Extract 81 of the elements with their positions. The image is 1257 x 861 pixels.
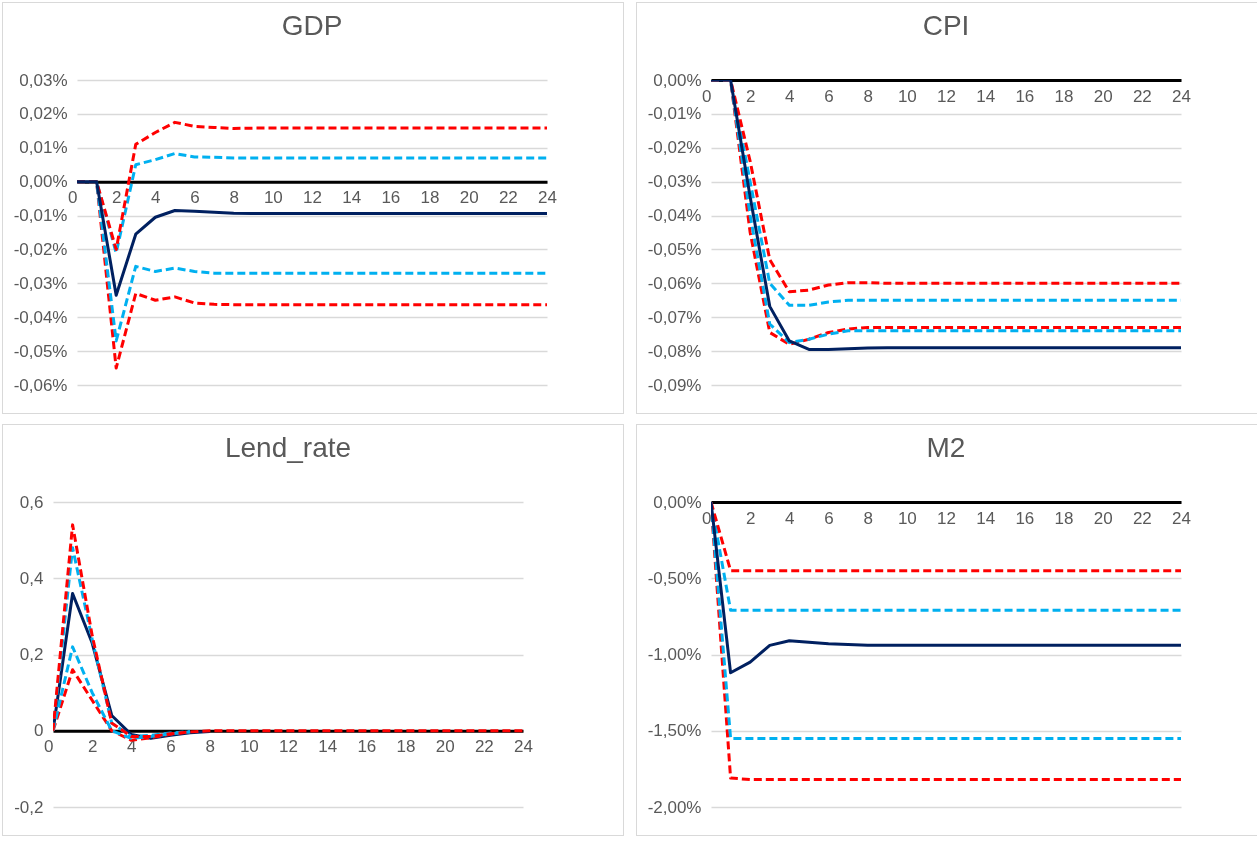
x-tick-label: 10: [897, 508, 917, 528]
y-tick-label: -0,2: [14, 797, 44, 817]
y-tick-label: -0,05%: [13, 341, 68, 361]
x-tick-label: 6: [166, 737, 176, 757]
x-tick-label: 12: [937, 508, 956, 528]
x-tick-label: 4: [785, 86, 795, 106]
x-tick-label: 20: [1093, 86, 1113, 106]
x-tick-label: 8: [863, 86, 873, 106]
y-tick-label: -0,08%: [647, 341, 702, 361]
x-tick-label: 14: [976, 86, 996, 106]
y-tick-label: 0,02%: [19, 104, 68, 124]
x-tick-label: 16: [357, 737, 377, 757]
x-tick-label: 16: [1015, 86, 1035, 106]
x-tick-label: 6: [824, 508, 834, 528]
y-tick-label: 0,00%: [653, 70, 702, 90]
x-tick-label: 18: [1054, 508, 1074, 528]
x-tick-label: 8: [863, 508, 873, 528]
x-tick-label: 2: [87, 737, 98, 757]
y-tick-label: -0,03%: [647, 172, 702, 192]
y-tick-label: -0,50%: [647, 568, 702, 588]
chart-title: Lend_rate: [224, 432, 352, 463]
x-tick-label: 24: [1172, 508, 1191, 528]
y-tick-label: 0: [34, 721, 44, 741]
x-tick-label: 20: [459, 188, 479, 208]
y-tick-label: 0,00%: [653, 492, 702, 512]
y-tick-label: 0,6: [19, 492, 44, 512]
x-tick-label: 18: [1054, 86, 1074, 106]
x-tick-label: 10: [897, 86, 917, 106]
x-tick-label: 22: [1132, 86, 1152, 106]
x-tick-label: 10: [239, 737, 259, 757]
x-tick-label: 24: [538, 188, 557, 208]
y-tick-label: 0,01%: [19, 138, 68, 158]
y-tick-label: -0,05%: [647, 239, 702, 259]
y-tick-label: -1,00%: [647, 645, 702, 664]
x-tick-label: 12: [303, 188, 322, 208]
x-tick-label: 24: [1172, 86, 1191, 106]
y-tick-label: -0,02%: [13, 239, 68, 259]
y-tick-label: -0,02%: [647, 138, 702, 158]
y-tick-label: 0,4: [19, 568, 44, 588]
y-tick-label: -1,50%: [647, 721, 702, 741]
x-tick-label: 20: [1093, 508, 1113, 528]
x-tick-label: 4: [151, 188, 161, 208]
x-tick-label: 14: [342, 188, 362, 208]
y-tick-label: -0,04%: [13, 307, 68, 327]
x-tick-label: 12: [937, 86, 956, 106]
x-tick-label: 18: [420, 188, 440, 208]
x-tick-label: 22: [474, 737, 494, 757]
x-tick-label: 2: [111, 188, 122, 208]
chart-title: M2: [926, 432, 966, 463]
y-tick-label: -0,01%: [647, 104, 702, 124]
x-tick-label: 22: [1132, 508, 1152, 528]
y-tick-label: -0,09%: [647, 375, 702, 395]
y-tick-label: 0,00%: [19, 172, 68, 192]
y-tick-label: -2,00%: [647, 797, 702, 817]
x-tick-label: 14: [318, 737, 338, 757]
y-tick-label: -0,04%: [647, 206, 702, 226]
x-tick-label: 18: [396, 737, 416, 757]
x-tick-label: 4: [785, 508, 795, 528]
x-tick-label: 10: [263, 188, 283, 208]
x-tick-label: 22: [498, 188, 518, 208]
chart-title: GDP: [281, 10, 343, 41]
chart-title: CPI: [922, 10, 970, 41]
x-tick-label: 8: [229, 188, 239, 208]
y-tick-label: 0,03%: [19, 70, 68, 90]
y-tick-label: 0,2: [19, 645, 44, 664]
x-tick-label: 16: [381, 188, 401, 208]
x-tick-label: 2: [745, 508, 756, 528]
x-tick-label: 20: [435, 737, 455, 757]
y-tick-label: -0,01%: [13, 206, 68, 226]
x-tick-label: 6: [190, 188, 200, 208]
x-tick-label: 14: [976, 508, 996, 528]
y-tick-label: -0,03%: [13, 273, 68, 293]
x-tick-label: 6: [824, 86, 834, 106]
y-tick-label: -0,06%: [13, 375, 68, 395]
x-tick-label: 12: [279, 737, 298, 757]
y-tick-label: -0,07%: [647, 307, 702, 327]
x-tick-label: 8: [205, 737, 215, 757]
x-tick-label: 2: [745, 86, 756, 106]
x-tick-label: 24: [514, 737, 533, 757]
x-tick-label: 16: [1015, 508, 1035, 528]
y-tick-label: -0,06%: [647, 273, 702, 293]
